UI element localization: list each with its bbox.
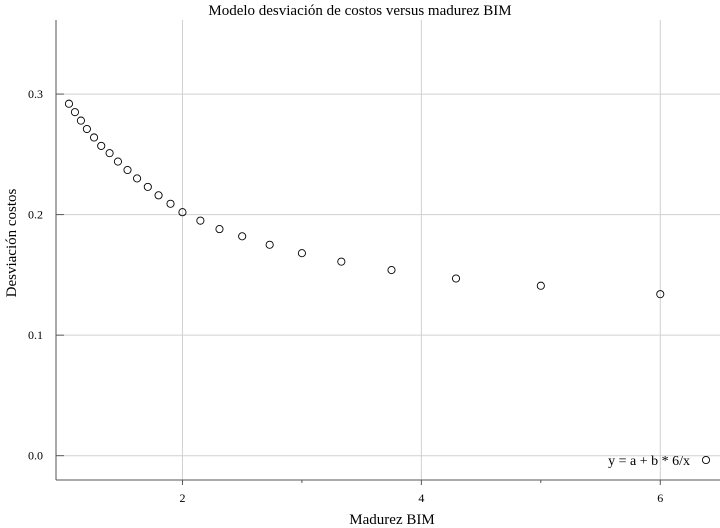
y-tick-label: 0.0 — [28, 449, 43, 463]
data-point — [265, 240, 274, 249]
x-tick-label: 6 — [657, 491, 663, 505]
data-point — [337, 257, 346, 266]
axes — [55, 20, 720, 481]
data-points — [64, 99, 665, 299]
y-axis-label: Desviación costos — [4, 188, 20, 297]
data-point — [76, 116, 85, 125]
data-point — [178, 208, 187, 217]
data-point — [82, 124, 91, 134]
x-axis-label: Madurez BIM — [349, 512, 434, 528]
legend-marker — [701, 455, 711, 465]
data-point — [536, 281, 545, 290]
x-tick-label: 2 — [179, 491, 185, 505]
data-point — [166, 199, 175, 208]
y-tick-label: 0.1 — [28, 328, 43, 342]
data-point — [656, 290, 665, 299]
data-point — [97, 141, 106, 150]
data-point — [70, 108, 79, 117]
y-tick-label: 0.2 — [28, 208, 43, 222]
data-point — [143, 182, 152, 191]
data-point — [451, 274, 461, 283]
ticks: 2 4 6 0.0 0.1 0.2 0.3 — [28, 87, 663, 505]
data-point — [123, 165, 132, 175]
data-point — [387, 266, 396, 275]
data-point — [238, 232, 247, 241]
legend-label: y = a + b * 6/x — [608, 454, 690, 469]
legend: y = a + b * 6/x — [608, 454, 711, 469]
data-point — [297, 249, 306, 258]
data-point — [64, 99, 74, 108]
data-point — [90, 133, 99, 142]
data-point — [113, 157, 122, 166]
gridlines — [64, 20, 720, 480]
data-point — [215, 225, 224, 234]
data-point — [154, 191, 163, 200]
data-point — [105, 149, 114, 158]
y-tick-label: 0.3 — [28, 87, 43, 101]
data-point — [133, 174, 142, 183]
chart-title: Modelo desviación de costos versus madur… — [208, 3, 511, 19]
data-point — [196, 216, 205, 225]
x-tick-label: 4 — [418, 491, 424, 505]
